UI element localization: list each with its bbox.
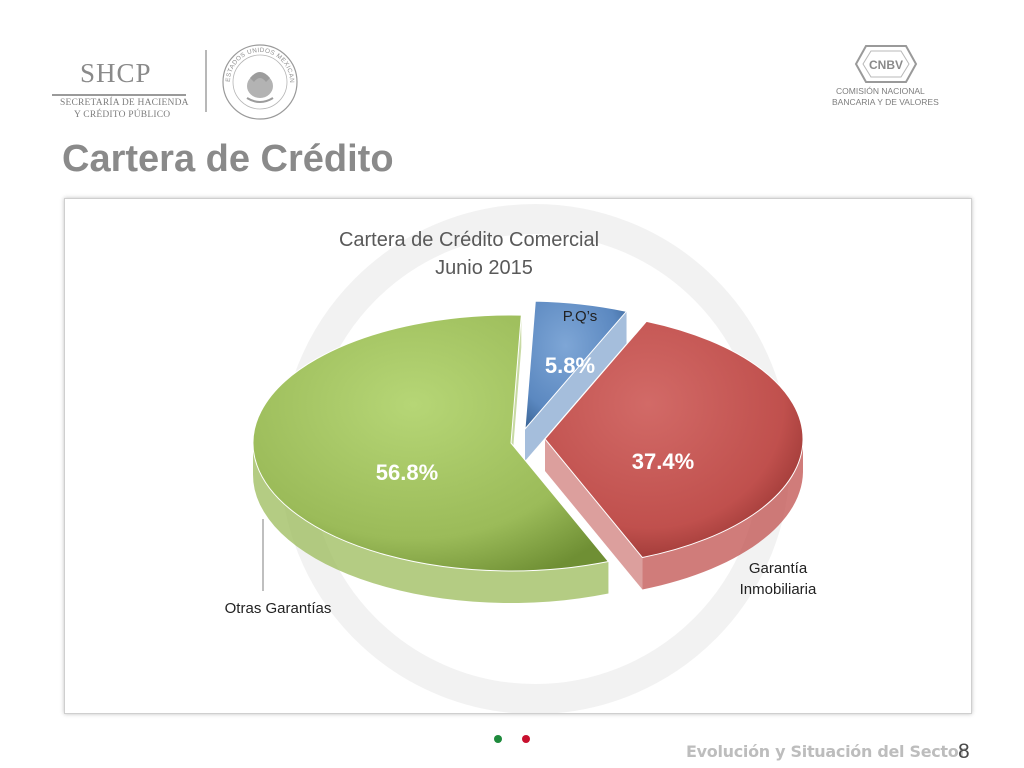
shcp-logo-rule xyxy=(52,94,186,96)
pie-slice-3 xyxy=(252,314,610,572)
cnbv-logo: CNBV COMISIÓN NACIONAL BANCARIA Y DE VAL… xyxy=(826,44,946,114)
pie-slice-2 xyxy=(544,320,804,559)
pie-slice-1 xyxy=(524,300,628,431)
category-label-2: Garantía xyxy=(749,560,808,577)
cnbv-logo-line1: COMISIÓN NACIONAL xyxy=(836,86,925,96)
green-dot-icon xyxy=(494,735,502,743)
data-label-2: 37.4% xyxy=(632,449,694,474)
pie-slice-wall xyxy=(525,311,627,461)
cnbv-logo-line2: BANCARIA Y DE VALORES xyxy=(832,97,939,107)
chart-panel: Cartera de Crédito Comercial Junio 2015 … xyxy=(64,198,972,714)
cnbv-logo-icon: CNBV xyxy=(854,45,918,83)
page-number: 8 xyxy=(958,740,970,763)
chart-title: Cartera de Crédito Comercial xyxy=(339,229,599,251)
data-label-3: 56.8% xyxy=(376,460,438,485)
shcp-logo: SHCP SECRETARÍA DE HACIENDA Y CRÉDITO PÚ… xyxy=(52,50,202,120)
pie-chart: Cartera de Crédito Comercial Junio 2015 … xyxy=(225,204,817,713)
shcp-logo-line2: Y CRÉDITO PÚBLICO xyxy=(74,110,171,120)
logo-divider xyxy=(205,50,207,112)
page-title: Cartera de Crédito xyxy=(62,138,394,180)
data-label-1: 5.8% xyxy=(545,353,595,378)
red-dot-icon xyxy=(522,735,530,743)
footer-flag-dots xyxy=(494,735,530,743)
national-seal-icon: ESTADOS UNIDOS MEXICANOS xyxy=(220,42,298,120)
shcp-logo-name: SHCP xyxy=(80,58,152,88)
pie-slice-side xyxy=(642,440,803,590)
pie-slice-wall xyxy=(511,315,522,475)
shcp-logo-line1: SECRETARÍA DE HACIENDA xyxy=(60,98,189,108)
footer-section-title: Evolución y Situación del Sector xyxy=(686,742,967,761)
category-label-3: Otras Garantías xyxy=(225,600,332,617)
chart-subtitle: Junio 2015 xyxy=(435,257,533,279)
pie-slice-side xyxy=(253,442,609,603)
category-label-1: P.Q’s xyxy=(563,308,597,325)
pie-slice-wall xyxy=(545,439,643,590)
category-label-2: Inmobiliaria xyxy=(740,581,817,598)
cnbv-logo-name: CNBV xyxy=(869,58,903,72)
